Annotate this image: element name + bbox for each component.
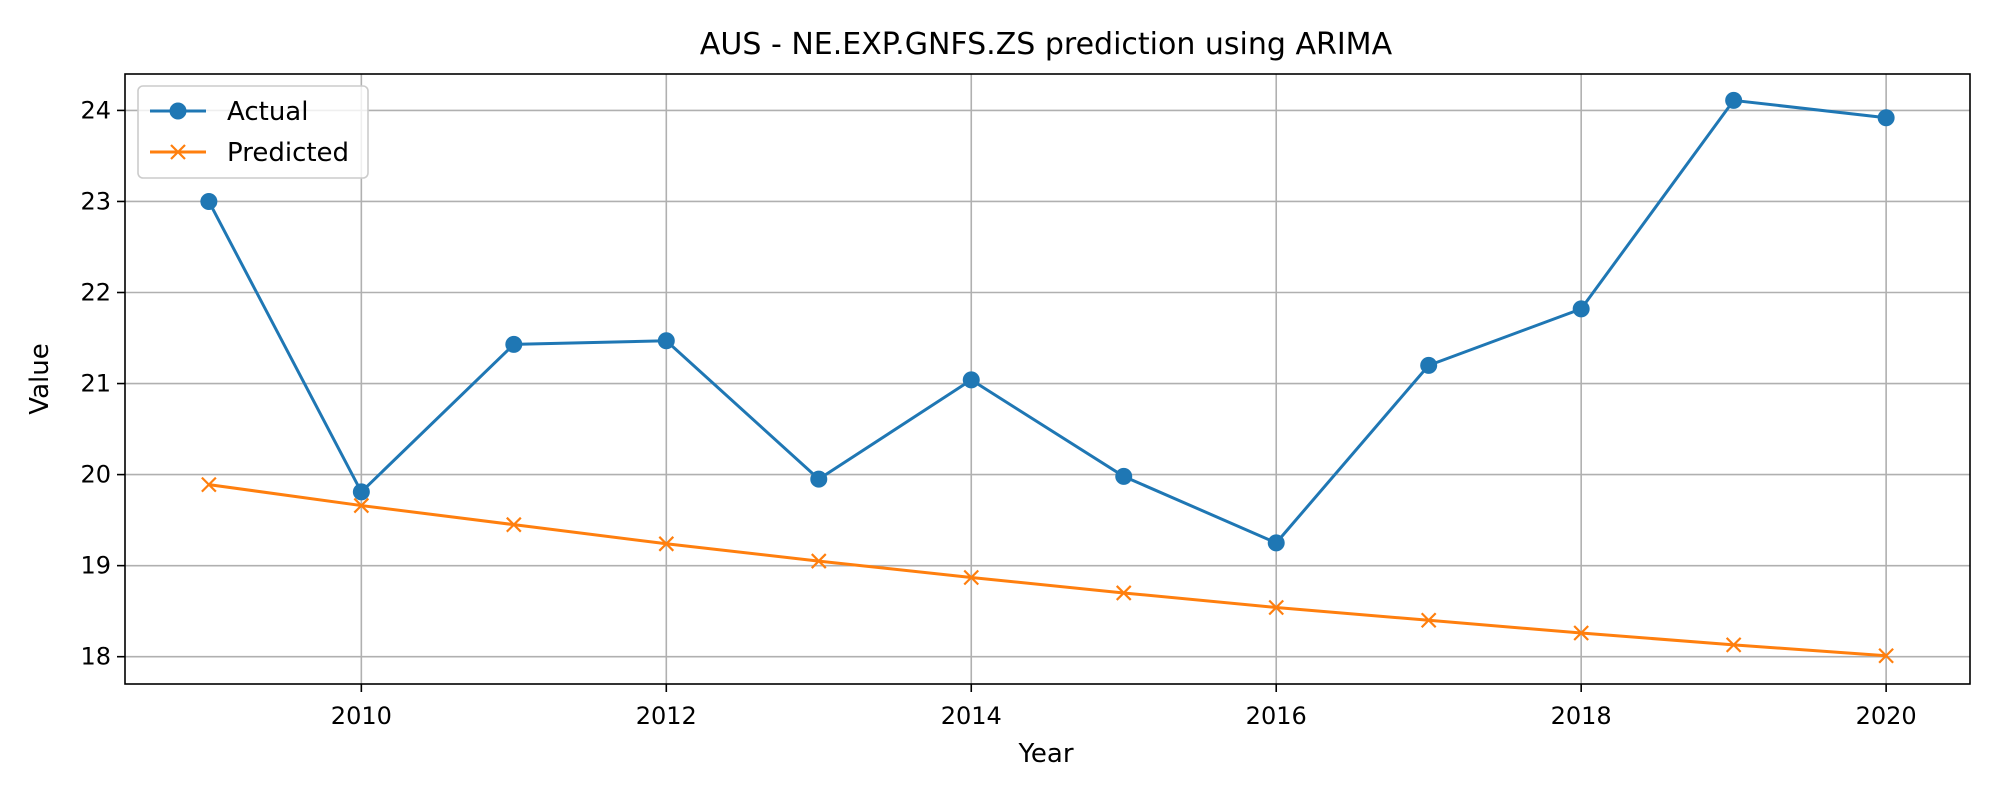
actual-line (207, 98, 1887, 545)
chart-title: AUS - NE.EXP.GNFS.ZS prediction using AR… (700, 27, 1393, 62)
actual-point (1572, 300, 1590, 318)
actual-point (810, 470, 828, 488)
predicted-point (811, 553, 827, 569)
predicted-point (1268, 599, 1284, 616)
y-tick-label: 20 (80, 461, 111, 489)
predicted-point (201, 476, 217, 493)
predicted-line (208, 483, 1887, 658)
legend-marker-actual (169, 102, 187, 120)
ticks: 2010 2012 2014 2016 2018 2020 18 19 20 21 22 23 24 (80, 96, 1916, 730)
actual-point (200, 192, 218, 210)
series-actual (200, 91, 1895, 552)
y-tick-label: 23 (80, 187, 111, 215)
y-tick-label: 18 (80, 643, 111, 671)
plot-frame (124, 73, 1971, 685)
grid (125, 74, 1970, 684)
x-tick-label: 2018 (1551, 702, 1612, 730)
predicted-point (963, 569, 980, 586)
x-tick-label: 2016 (1246, 702, 1307, 730)
legend-label-actual: Actual (227, 97, 308, 127)
actual-point (1877, 109, 1895, 127)
predicted-point (658, 536, 675, 552)
predicted-point (1420, 612, 1437, 629)
legend-marker-predicted (170, 144, 186, 160)
actual-point (962, 371, 980, 389)
legend-entry-predicted: Predicted (150, 138, 349, 168)
actual-point (352, 483, 370, 501)
legend-box (137, 85, 369, 179)
legend-label-predicted: Predicted (227, 138, 349, 168)
series-predicted (201, 476, 1894, 664)
predicted-point (1878, 647, 1894, 664)
actual-point (1725, 91, 1743, 109)
x-tick-label: 2020 (1856, 702, 1917, 730)
x-tick-label: 2014 (941, 702, 1002, 730)
y-tick-label: 19 (80, 552, 111, 580)
predicted-point (1725, 637, 1742, 653)
actual-point (1267, 534, 1285, 552)
predicted-point (353, 497, 370, 514)
x-axis-label: Year (1017, 739, 1073, 769)
actual-point (1420, 356, 1438, 374)
predicted-point (506, 516, 522, 533)
y-tick-label: 22 (80, 279, 111, 307)
y-tick-label: 21 (80, 370, 111, 398)
legend: Actual Predicted (137, 85, 369, 179)
y-tick-label: 24 (80, 96, 111, 124)
predicted-point (1573, 625, 1589, 641)
actual-point (657, 332, 675, 350)
predicted-point (1115, 585, 1132, 601)
x-tick-label: 2010 (331, 702, 392, 730)
actual-point (505, 335, 523, 353)
x-tick-label: 2012 (636, 702, 697, 730)
y-axis-label: Value (25, 343, 55, 414)
series-layer (200, 91, 1895, 664)
legend-entry-actual: Actual (150, 97, 308, 127)
actual-point (1115, 467, 1133, 485)
